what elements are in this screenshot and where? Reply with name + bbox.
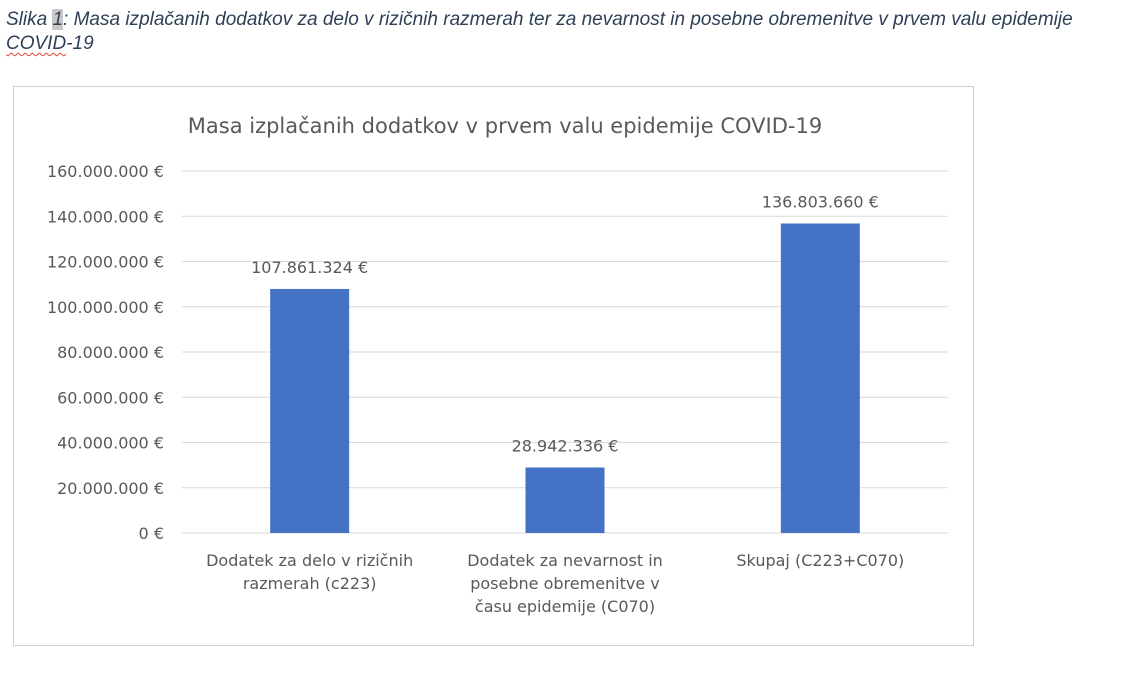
caption-prefix: Slika — [6, 9, 53, 30]
y-tick-label: 60.000.000 € — [57, 388, 164, 407]
bar — [780, 223, 860, 533]
data-label: 136.803.660 € — [762, 192, 879, 211]
y-tick-label: 80.000.000 € — [57, 343, 164, 362]
caption-number: 1 — [52, 9, 64, 30]
bar — [525, 467, 605, 533]
x-category-label: Dodatek za nevarnost in — [467, 551, 663, 570]
y-tick-label: 40.000.000 € — [57, 434, 164, 453]
chart-title: Masa izplačanih dodatkov v prvem valu ep… — [188, 114, 822, 138]
y-tick-label: 160.000.000 € — [47, 162, 164, 181]
x-category-label: razmerah (c223) — [243, 574, 377, 593]
y-tick-label: 100.000.000 € — [47, 298, 164, 317]
data-label: 107.861.324 € — [251, 258, 368, 277]
y-tick-label: 120.000.000 € — [47, 253, 164, 272]
y-tick-label: 0 € — [139, 524, 164, 543]
x-category-label: Skupaj (C223+C070) — [736, 551, 904, 570]
x-category-label: posebne obremenitve v — [470, 574, 660, 593]
bar-chart: Masa izplačanih dodatkov v prvem valu ep… — [47, 114, 948, 616]
caption-spellcheck-word: COVID — [6, 33, 67, 54]
chart-frame: Masa izplačanih dodatkov v prvem valu ep… — [13, 86, 974, 646]
caption-text: : Masa izplačanih dodatkov za delo v riz… — [63, 9, 1073, 30]
data-label: 28.942.336 € — [512, 437, 619, 456]
y-tick-label: 20.000.000 € — [57, 479, 164, 498]
figure-caption: Slika 1: Masa izplačanih dodatkov za del… — [6, 8, 1131, 56]
caption-suffix: -19 — [66, 33, 94, 54]
bar — [270, 288, 350, 533]
x-category-label: Dodatek za delo v rizičnih — [206, 551, 413, 570]
x-category-label: času epidemije (C070) — [475, 597, 655, 616]
y-tick-label: 140.000.000 € — [47, 207, 164, 226]
